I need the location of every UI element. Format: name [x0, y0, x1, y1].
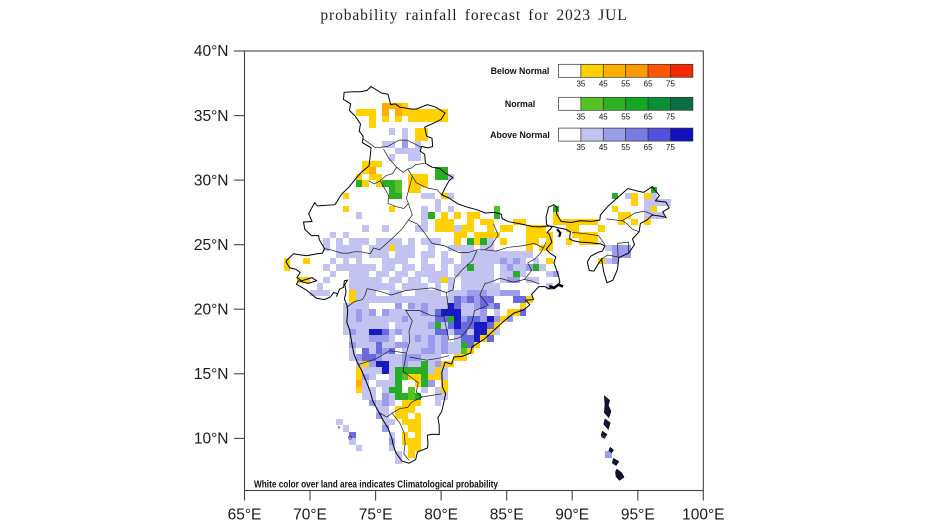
svg-text:35: 35 — [576, 112, 585, 121]
svg-text:90°E: 90°E — [555, 507, 589, 524]
svg-text:55: 55 — [621, 143, 630, 152]
svg-text:35: 35 — [576, 79, 585, 88]
svg-text:80°E: 80°E — [424, 507, 458, 524]
svg-text:20°N: 20°N — [194, 301, 229, 318]
svg-text:75°E: 75°E — [359, 507, 393, 524]
svg-text:30°N: 30°N — [194, 172, 229, 189]
svg-text:65: 65 — [644, 79, 653, 88]
svg-text:85°E: 85°E — [490, 507, 524, 524]
svg-text:65: 65 — [644, 112, 653, 121]
svg-text:45: 45 — [599, 112, 608, 121]
svg-text:55: 55 — [621, 79, 630, 88]
svg-text:65: 65 — [644, 143, 653, 152]
svg-text:White color over land area ind: White color over land area indicates Cli… — [254, 479, 498, 491]
svg-text:Below Normal: Below Normal — [491, 66, 550, 76]
svg-text:probability rainfall forecast: probability rainfall forecast for 2023 J… — [320, 7, 627, 24]
svg-text:75: 75 — [666, 143, 675, 152]
svg-text:10°N: 10°N — [194, 431, 229, 448]
svg-text:100°E: 100°E — [682, 507, 724, 524]
svg-text:25°N: 25°N — [194, 237, 229, 254]
svg-text:55: 55 — [621, 112, 630, 121]
svg-text:95°E: 95°E — [621, 507, 655, 524]
svg-text:Normal: Normal — [505, 99, 535, 109]
svg-text:75: 75 — [666, 112, 675, 121]
svg-text:70°E: 70°E — [293, 507, 327, 524]
svg-text:75: 75 — [666, 79, 675, 88]
svg-text:35: 35 — [576, 143, 585, 152]
svg-text:45: 45 — [599, 143, 608, 152]
svg-text:Above Normal: Above Normal — [490, 130, 550, 140]
svg-text:15°N: 15°N — [194, 366, 229, 383]
svg-text:35°N: 35°N — [194, 108, 229, 125]
svg-text:65°E: 65°E — [228, 507, 262, 524]
svg-text:45: 45 — [599, 79, 608, 88]
svg-text:40°N: 40°N — [194, 43, 229, 60]
